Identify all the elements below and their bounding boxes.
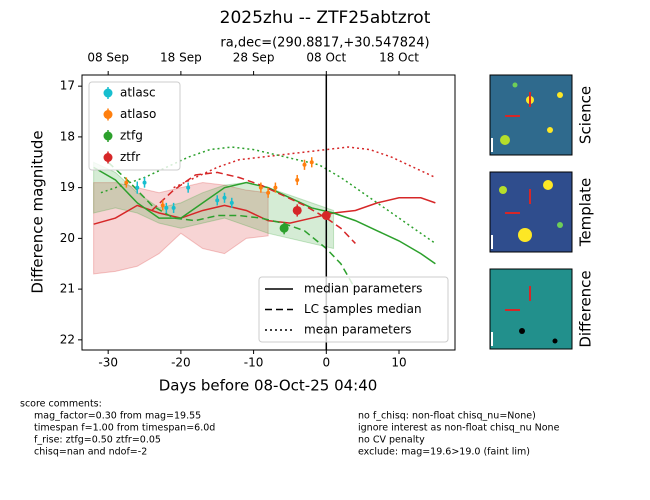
- data-point: [295, 178, 300, 183]
- data-point: [266, 190, 271, 195]
- template-image: [489, 171, 573, 253]
- crosshairs: [505, 92, 531, 311]
- data-point: [302, 162, 307, 167]
- legend-marker: [103, 131, 113, 141]
- style-legend: median parameters LC samples median mean p…: [258, 276, 449, 343]
- star: [512, 82, 518, 88]
- comment-line: mag_factor=0.30 from mag=19.55: [34, 411, 201, 422]
- y-tick-label: 18: [60, 129, 75, 143]
- data-point: [321, 211, 331, 221]
- x-axis-label: Days before 08-Oct-25 04:40: [159, 377, 378, 395]
- comment-line: chisq=nan and ndof=-2: [34, 447, 147, 458]
- y-tick-label: 21: [60, 282, 75, 296]
- star: [499, 186, 507, 194]
- cutout-label: Science: [577, 86, 595, 144]
- legend-box: [258, 276, 449, 343]
- plot-frame: [81, 74, 456, 351]
- x-tick-label: 0: [322, 356, 330, 370]
- data-point: [186, 185, 191, 190]
- data-point: [229, 200, 234, 205]
- legend-label: atlasc: [120, 86, 156, 100]
- legend-marker: [103, 153, 113, 162]
- x-tick-label: -30: [98, 356, 118, 370]
- star: [547, 127, 553, 133]
- top-x-tick-label: 18 Sep: [160, 51, 202, 65]
- star: [557, 222, 563, 228]
- star: [543, 180, 553, 190]
- model-line: [100, 146, 436, 245]
- legend-label: ztfg: [120, 129, 143, 143]
- comment-line: ignore interest as non-float chisq_nu No…: [358, 423, 560, 434]
- y-tick-label: 19: [60, 180, 75, 194]
- star: [500, 135, 510, 145]
- legend-label: ztfr: [120, 150, 140, 164]
- chart-subtitle: ra,dec=(290.8817,+30.547824): [220, 36, 429, 51]
- y-tick-label: 22: [60, 332, 75, 346]
- comment-line: f_rise: ztfg=0.50 ztfr=0.05: [34, 435, 161, 446]
- legend-box: [88, 81, 181, 171]
- legend-marker: [103, 88, 113, 98]
- x-tick-label: 10: [391, 356, 406, 370]
- comment-line: timespan f=1.00 from timespan=6.0d: [34, 423, 215, 434]
- top-x-tick-label: 08 Oct: [306, 51, 346, 65]
- data-point: [142, 180, 147, 185]
- cutout-label: Template: [577, 178, 595, 247]
- legend-marker: [103, 110, 113, 119]
- data-point: [164, 205, 169, 210]
- comment-line: exclude: mag=19.6>19.0 (faint lim): [358, 447, 530, 458]
- legend-label: atlaso: [120, 107, 156, 121]
- legend-label: mean parameters: [304, 323, 411, 337]
- data-point: [222, 195, 227, 200]
- y-tick-label: 17: [60, 79, 75, 93]
- comment-line: no CV penalty: [358, 435, 425, 446]
- data-point: [279, 223, 289, 233]
- x-tick-label: -20: [171, 356, 191, 370]
- data-point: [135, 185, 140, 190]
- model-line: [93, 166, 436, 265]
- cutout-label: Difference: [577, 270, 595, 347]
- model-line: [173, 146, 436, 189]
- data-point: [292, 205, 302, 215]
- comment-line: no f_chisq: non-float chisq_nu=None): [358, 411, 536, 422]
- star: [518, 228, 532, 242]
- data-point: [160, 203, 165, 208]
- top-x-tick-label: 18 Oct: [379, 51, 419, 65]
- artifact: [552, 338, 558, 344]
- top-x-tick-label: 08 Sep: [87, 51, 129, 65]
- data-point: [258, 185, 263, 190]
- data-point: [309, 160, 314, 165]
- top-x-tick-label: 28 Sep: [233, 51, 275, 65]
- uncertainty-band: [93, 161, 335, 250]
- model-line: [93, 197, 436, 225]
- star: [557, 92, 563, 98]
- chart-title: 2025zhu -- ZTF25abtzrot: [220, 8, 431, 28]
- legend-label: median parameters: [304, 282, 422, 296]
- comments: score comments:mag_factor=0.30 from mag=…: [20, 399, 560, 458]
- comment-heading: score comments:: [20, 399, 102, 410]
- y-axis-label: Difference magnitude: [29, 130, 47, 293]
- y-tick-label: 20: [60, 231, 75, 245]
- data-point: [273, 185, 278, 190]
- cutout-images: [489, 74, 573, 350]
- difference-image: [489, 268, 573, 350]
- legend-label: LC samples median: [304, 302, 422, 316]
- data-point: [215, 198, 220, 203]
- artifact: [519, 328, 525, 334]
- legend: atlasc atlaso ztfg ztfr: [88, 81, 181, 171]
- data-point: [124, 180, 129, 185]
- x-tick-label: -10: [244, 356, 264, 370]
- data-point: [171, 205, 176, 210]
